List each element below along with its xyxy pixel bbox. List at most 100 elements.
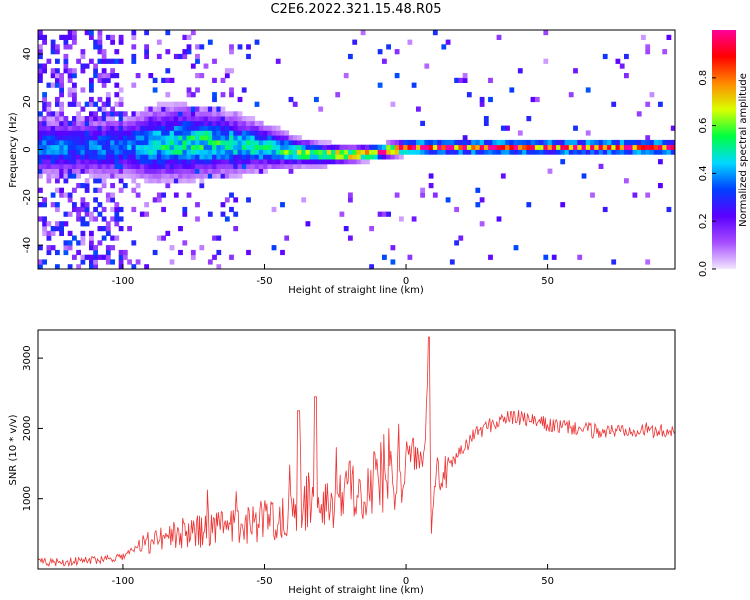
spectrogram-cell bbox=[169, 173, 175, 179]
spectrogram-cell bbox=[186, 106, 192, 112]
spectrogram-cell bbox=[76, 211, 81, 217]
spectrogram-cell bbox=[110, 245, 115, 251]
spectrogram-cell bbox=[89, 259, 94, 265]
spectrogram-cell bbox=[466, 149, 472, 155]
spectrogram-cell bbox=[212, 135, 217, 141]
spectrogram-cell bbox=[284, 135, 290, 141]
spectrogram-cell bbox=[343, 144, 349, 150]
spectrogram-cell bbox=[479, 149, 485, 155]
spectrogram-cell bbox=[420, 187, 425, 193]
spectrogram-cell bbox=[207, 116, 213, 122]
spectrogram-cell bbox=[466, 144, 472, 150]
spectrogram-cell bbox=[148, 120, 154, 126]
spectrogram-cell bbox=[156, 111, 162, 117]
spectrogram-cell bbox=[186, 87, 192, 93]
spectrogram-cell bbox=[169, 149, 175, 155]
spectrogram-cell bbox=[46, 144, 52, 150]
spectrogram-cell bbox=[292, 149, 298, 155]
spectrogram-cell bbox=[173, 139, 179, 146]
spectrogram-cell bbox=[89, 144, 94, 150]
snr-y-label: SNR (10 * v/v) bbox=[8, 414, 19, 485]
spectrogram-cell bbox=[182, 111, 188, 117]
spectrogram-cell bbox=[241, 144, 247, 150]
spectrogram-cell bbox=[148, 178, 154, 184]
spectrogram-cell bbox=[72, 96, 77, 103]
spectrogram-cell bbox=[407, 139, 413, 146]
spectrogram-cell bbox=[63, 58, 69, 64]
spectrogram-cell bbox=[411, 144, 417, 150]
spectrogram-cell bbox=[97, 202, 103, 208]
spectrogram-cell bbox=[254, 39, 260, 45]
spectrogram-cell bbox=[241, 116, 247, 122]
spectrogram-cell bbox=[186, 120, 192, 126]
spectrogram-cell bbox=[322, 139, 328, 146]
spectrogram-cell bbox=[101, 159, 107, 165]
spectrogram-cell bbox=[292, 163, 298, 169]
spectrogram-cell bbox=[182, 106, 188, 112]
spectrogram-cell bbox=[212, 163, 217, 169]
spectrogram-cell bbox=[314, 139, 319, 146]
spectrogram-cell bbox=[80, 63, 86, 69]
spectrogram-cell bbox=[42, 92, 47, 98]
spectrogram-cell bbox=[131, 111, 137, 117]
spectrogram-cell bbox=[105, 139, 111, 146]
spectrogram-cell bbox=[543, 254, 549, 260]
spectrogram-cell bbox=[135, 135, 141, 141]
spectrogram-cell bbox=[118, 173, 124, 179]
spectrogram-cell bbox=[114, 101, 120, 107]
spectrogram-cell bbox=[271, 154, 277, 160]
spectrogram-cell bbox=[348, 154, 353, 160]
spectrogram-cell bbox=[662, 49, 668, 55]
spectrogram-cell bbox=[199, 139, 205, 146]
spectrogram-cell bbox=[390, 149, 396, 155]
spectrogram-cell bbox=[624, 178, 629, 184]
spectrogram-cell bbox=[93, 111, 98, 117]
spectrogram-cell bbox=[131, 53, 137, 60]
spectrogram-cell bbox=[67, 163, 73, 169]
spectrogram-cell bbox=[110, 259, 115, 265]
spectrogram-cell bbox=[411, 149, 417, 155]
spectrogram-cell bbox=[186, 116, 192, 122]
spectrogram-cell bbox=[483, 144, 489, 150]
spectrogram-cell bbox=[84, 206, 90, 213]
spectrogram-cell bbox=[101, 139, 107, 146]
spectrogram-cell bbox=[628, 149, 634, 155]
spectrogram-cell bbox=[161, 106, 166, 112]
spectrogram-cell bbox=[250, 120, 256, 126]
spectrogram-cell bbox=[122, 183, 128, 189]
spectrogram-cell bbox=[89, 216, 94, 222]
spectrogram-cell bbox=[258, 168, 264, 174]
spectrogram-cell bbox=[305, 149, 311, 155]
spectrogram-cell bbox=[76, 183, 81, 189]
spectrogram-cell bbox=[55, 49, 60, 55]
spectrogram-cell bbox=[399, 154, 404, 160]
spectrogram-cell bbox=[475, 139, 481, 146]
spectrogram-cell bbox=[505, 139, 510, 146]
spectrogram-cell bbox=[195, 111, 200, 117]
spectrogram-cell bbox=[42, 116, 47, 122]
spectrogram-cell bbox=[182, 135, 188, 141]
spectrogram-cell bbox=[148, 130, 154, 136]
spectrogram-cell bbox=[127, 125, 132, 131]
spectrogram-cell bbox=[139, 120, 145, 126]
spectrogram-cell bbox=[615, 149, 621, 155]
spectrogram-cell bbox=[343, 73, 349, 79]
spectrogram-cell bbox=[152, 106, 158, 112]
spectrogram-cell bbox=[301, 139, 307, 146]
spectrogram-cell bbox=[632, 139, 638, 146]
spectrogram-cell bbox=[195, 120, 200, 126]
spectrogram-cell bbox=[169, 120, 175, 126]
spectrogram-cell bbox=[105, 192, 111, 198]
spectrogram-cell bbox=[80, 216, 86, 222]
spectrogram-cell bbox=[63, 39, 69, 45]
spectrogram-cell bbox=[97, 159, 103, 165]
spectrogram-cell bbox=[432, 149, 438, 155]
spectrogram-cell bbox=[105, 77, 111, 83]
spectrogram-cell bbox=[203, 163, 209, 169]
spectrogram-cell bbox=[156, 39, 162, 45]
spectrogram-cell bbox=[50, 82, 56, 88]
spectrogram-cell bbox=[526, 139, 532, 146]
spectrogram-cell bbox=[72, 68, 77, 74]
spectrogram-cell bbox=[67, 73, 73, 79]
spectrogram-cell bbox=[93, 197, 98, 203]
